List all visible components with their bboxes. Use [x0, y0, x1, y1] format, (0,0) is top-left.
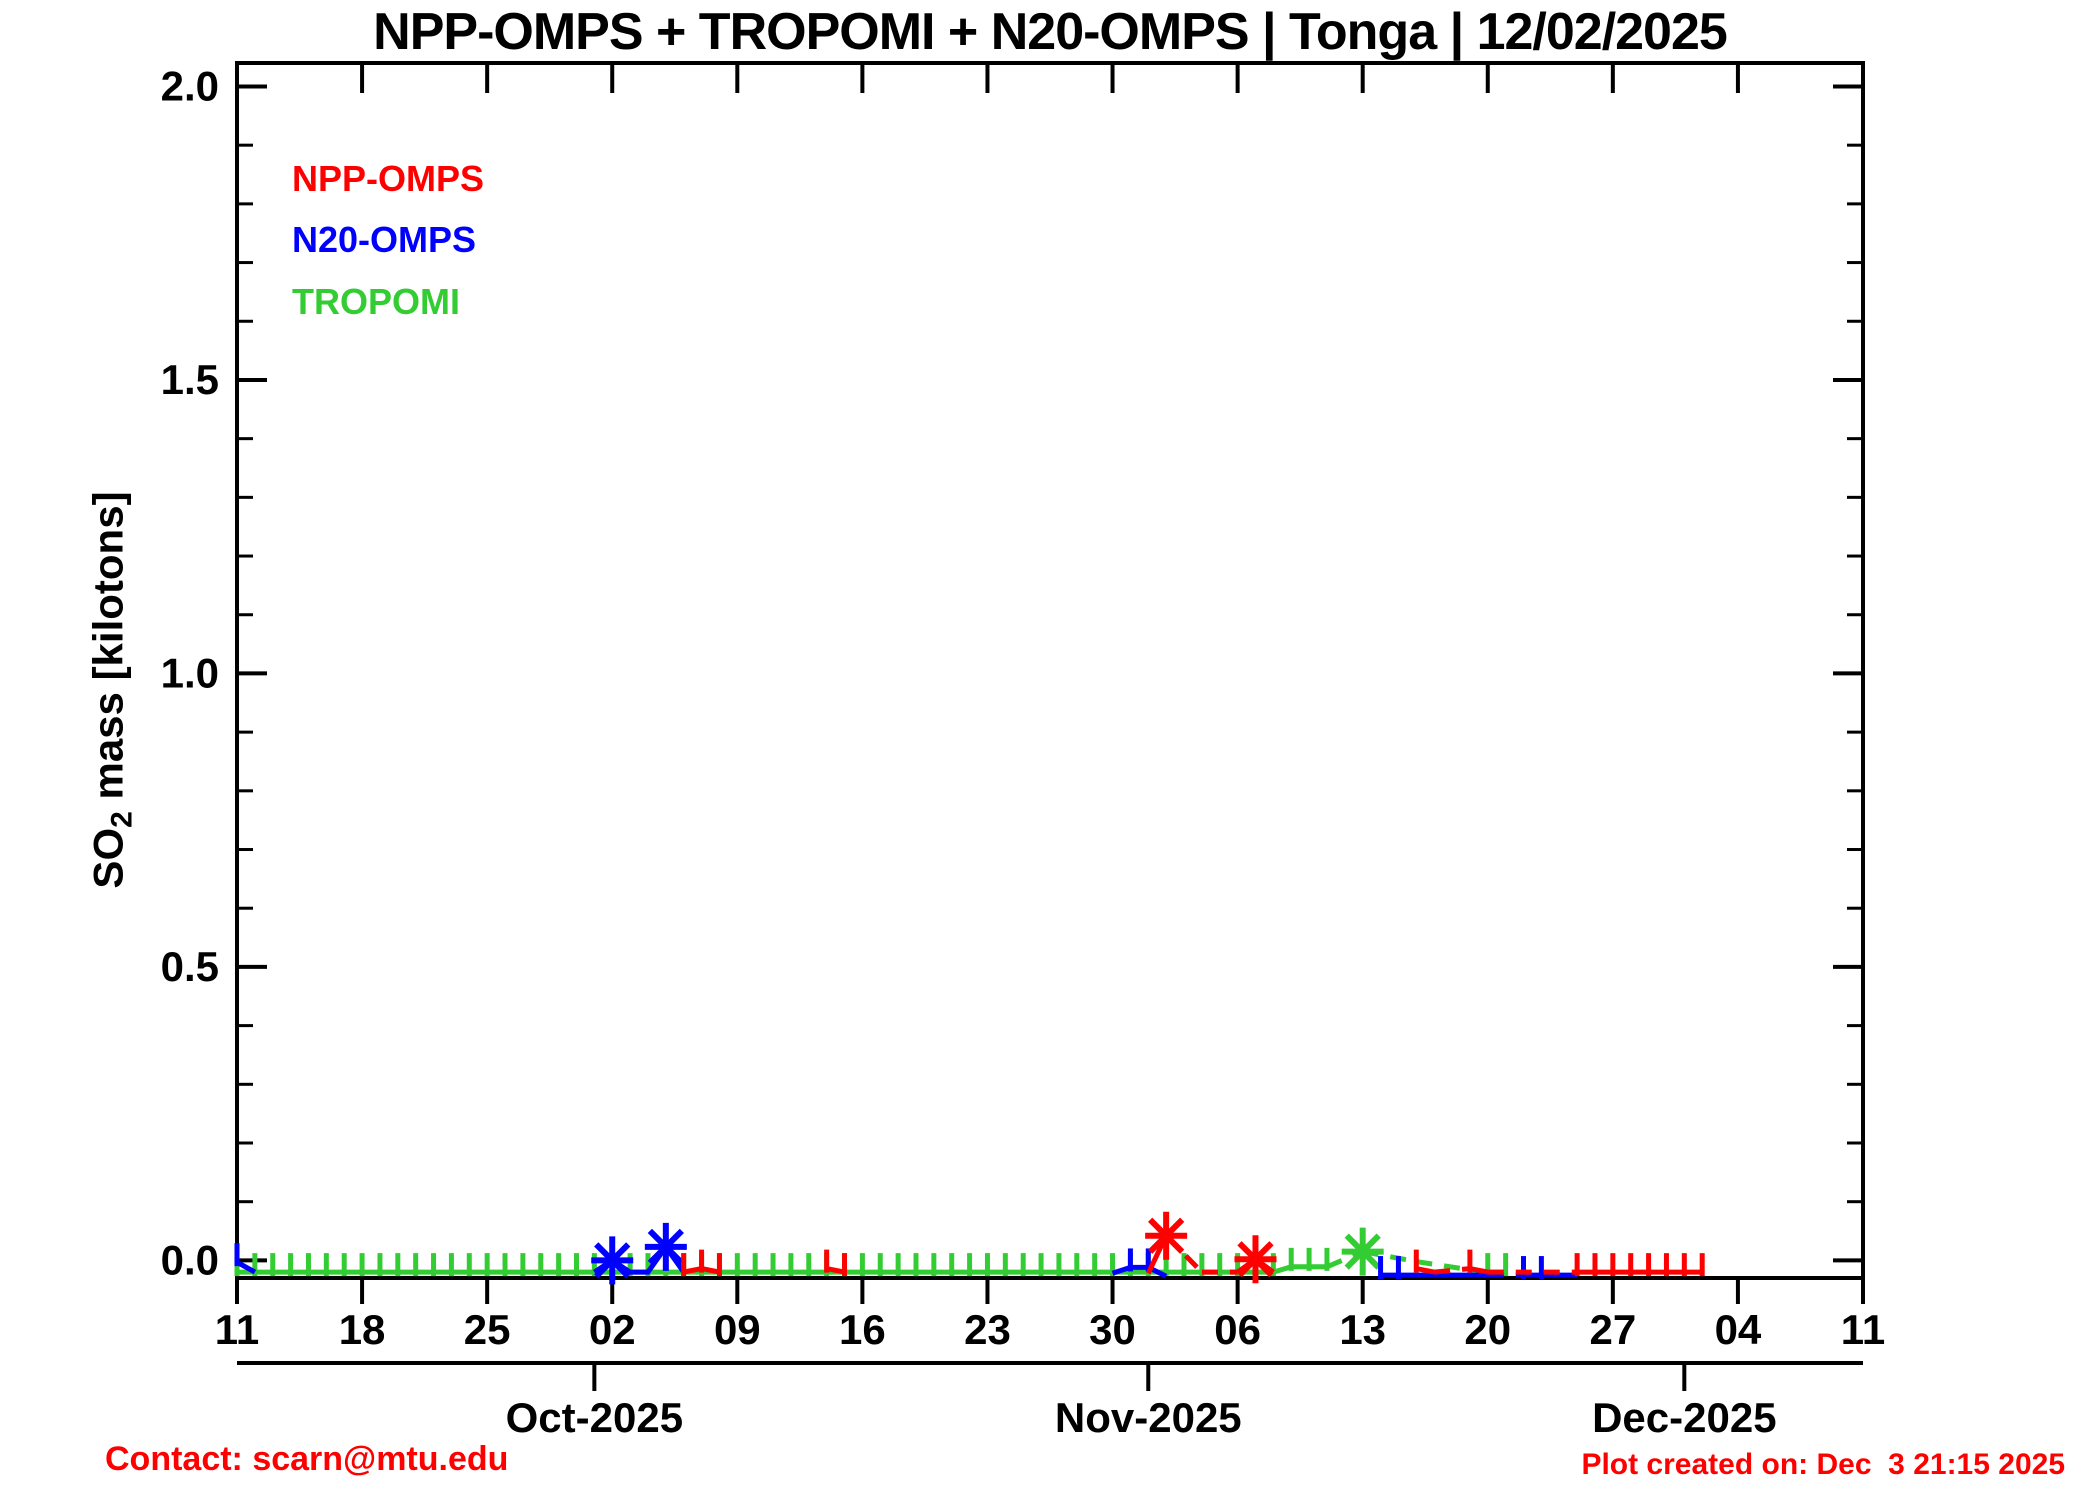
y-tick-label: 1.0	[161, 649, 219, 696]
x-tick-label: 11	[1841, 1306, 1885, 1353]
x-tick-label: 09	[714, 1306, 761, 1353]
y-tick-label: 2.0	[161, 62, 219, 109]
x-tick-label: 25	[464, 1306, 511, 1353]
month-label: Dec-2025	[1592, 1394, 1776, 1441]
x-tick-label: 18	[339, 1306, 386, 1353]
x-tick-label: 06	[1214, 1306, 1261, 1353]
x-tick-label: 16	[839, 1306, 886, 1353]
plot-frame	[235, 61, 1865, 1280]
y-tick-label: 1.5	[161, 356, 219, 403]
series-tropomi	[234, 1227, 1509, 1277]
month-label: Nov-2025	[1055, 1394, 1242, 1441]
x-tick-label: 30	[1089, 1306, 1136, 1353]
legend-item-tropomi: TROPOMI	[292, 281, 460, 322]
x-tick-label: 20	[1464, 1306, 1511, 1353]
month-label: Oct-2025	[506, 1394, 683, 1441]
x-tick-label: 13	[1339, 1306, 1386, 1353]
x-tick-label: 27	[1589, 1306, 1636, 1353]
y-tick-label: 0.5	[161, 943, 219, 990]
series-npp-omps	[681, 1211, 1705, 1284]
y-tick-label: 0.0	[161, 1236, 219, 1283]
x-tick-label: 23	[964, 1306, 1011, 1353]
series-n20-omps	[234, 1222, 1578, 1285]
x-tick-label: 04	[1715, 1306, 1762, 1353]
plot-title: NPP-OMPS + TROPOMI + N20-OMPS | Tonga | …	[373, 3, 1728, 61]
contact-email-text: Contact: scarn@mtu.edu	[105, 1440, 509, 1478]
x-tick-label: 11	[215, 1306, 259, 1353]
legend-item-n20-omps: N20-OMPS	[292, 219, 477, 260]
legend-item-npp-omps: NPP-OMPS	[292, 158, 485, 199]
x-tick-label: 02	[589, 1306, 636, 1353]
plot-created-timestamp: Plot created on: Dec 3 21:15 2025	[1581, 1448, 2065, 1481]
